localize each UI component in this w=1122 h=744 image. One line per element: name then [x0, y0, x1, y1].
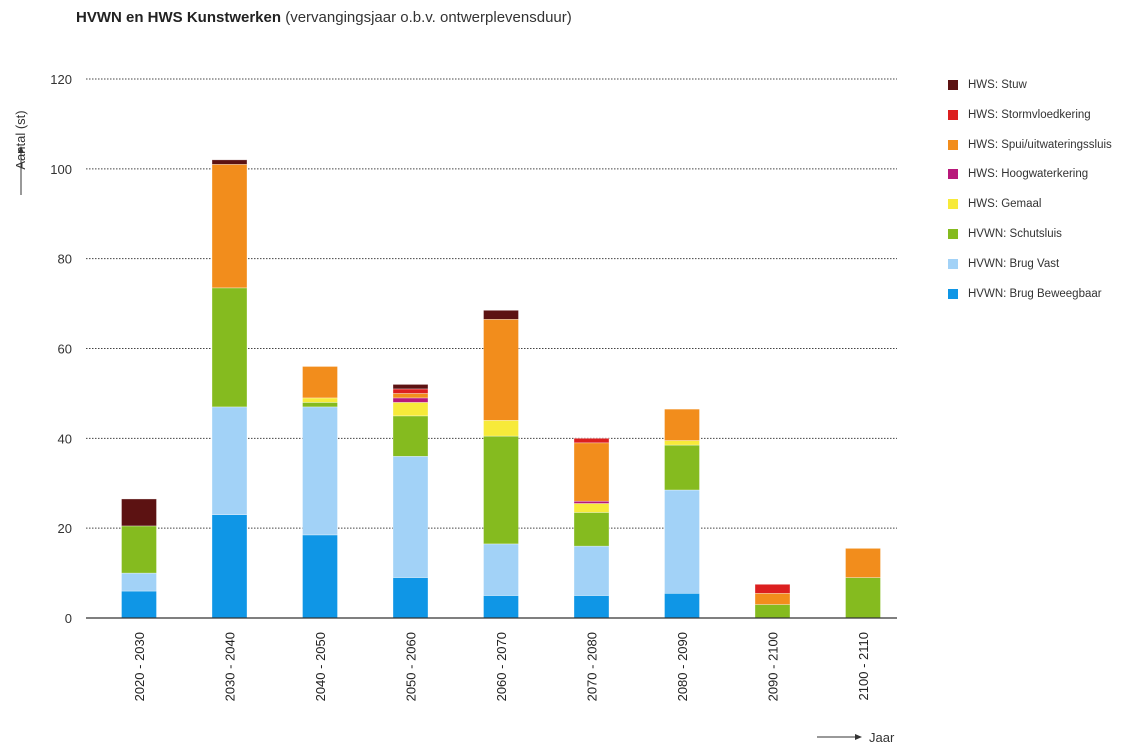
- bar-segment: [754, 584, 791, 594]
- bar-segment: [845, 548, 881, 578]
- bar-segment: [392, 402, 429, 417]
- bars: [121, 159, 881, 619]
- legend-swatch: [948, 109, 958, 120]
- x-tick-label: 2080 - 2090: [675, 632, 690, 701]
- y-axis-label: Aantal (st): [13, 110, 28, 169]
- y-tick-label: 0: [65, 611, 72, 626]
- x-tick-label: 2070 - 2080: [585, 632, 600, 701]
- bar-segment: [573, 442, 610, 502]
- chart-title: HVWN en HWS Kunstwerken: [76, 9, 282, 26]
- legend-swatch: [948, 169, 958, 180]
- y-tick-label: 20: [58, 521, 72, 536]
- legend-swatch: [948, 288, 958, 299]
- bar-segment: [302, 402, 338, 408]
- bar-segment: [754, 604, 791, 619]
- legend-label: HWS: Gemaal: [968, 198, 1042, 211]
- x-tick-label: 2060 - 2070: [494, 632, 509, 701]
- legend-label: HWS: Hoogwaterkering: [968, 168, 1089, 181]
- chart-title-line: HVWN en HWS Kunstwerken (vervangingsjaar…: [76, 9, 572, 26]
- bar-segment: [121, 590, 157, 619]
- bar-segment: [302, 406, 338, 536]
- bar-segment: [121, 498, 157, 527]
- y-tick-label: 40: [58, 431, 72, 446]
- legend-label: HVWN: Brug Vast: [968, 257, 1060, 270]
- bar-segment: [664, 440, 700, 446]
- bar-segment: [302, 534, 338, 619]
- x-tick-label: 2100 - 2110: [856, 632, 871, 700]
- bar-segment: [573, 545, 610, 596]
- x-tick-label: 2030 - 2040: [223, 632, 238, 701]
- bar-segment: [754, 592, 791, 605]
- x-tick-labels: 2020 - 2030 2030 - 2040 2040 - 2050 2050 - …: [132, 632, 871, 701]
- x-axis-title-group: Jaar: [817, 730, 895, 744]
- bar-segment: [573, 512, 610, 547]
- bar-segment: [211, 159, 248, 165]
- x-tick-label: 2050 - 2060: [404, 632, 419, 701]
- y-tick-labels: 0 20 40 60 80 100 120: [50, 72, 72, 626]
- x-tick-label: 2020 - 2030: [132, 632, 147, 701]
- bar-segment: [211, 287, 248, 408]
- x-tick-label: 2040 - 2050: [313, 632, 328, 701]
- x-axis-arrow-head-icon: [855, 734, 862, 740]
- legend-swatch: [948, 199, 958, 210]
- bar-segment: [392, 577, 429, 619]
- legend-label: HWS: Stuw: [968, 79, 1027, 91]
- legend-label: HWS: Stormvloedkering: [968, 108, 1091, 121]
- bar-segment: [121, 525, 157, 574]
- bar-segment: [392, 393, 429, 399]
- y-tick-label: 100: [50, 162, 72, 177]
- bar-segment: [211, 514, 248, 619]
- bar-segment: [392, 388, 429, 394]
- y-axis-title-group: Aantal (st): [13, 110, 28, 195]
- bar-segment: [664, 444, 700, 491]
- x-axis-label: Jaar: [869, 730, 895, 744]
- legend-swatch: [948, 229, 958, 239]
- bar-segment: [573, 438, 610, 444]
- chart-subtitle: (vervangingsjaar o.b.v. ontwerplevensduu…: [285, 9, 572, 26]
- bar-segment: [573, 595, 610, 619]
- bar-segment: [664, 592, 700, 619]
- y-tick-label: 60: [58, 342, 72, 357]
- bar-segment: [664, 408, 700, 441]
- bar-segment: [211, 406, 248, 515]
- legend-swatch: [948, 80, 958, 90]
- legend-label: HVWN: Brug Beweegbaar: [968, 287, 1102, 300]
- bar-segment: [392, 384, 429, 390]
- legend-label: HVWN: Schutsluis: [968, 228, 1062, 240]
- y-axis-arrow-head-icon: [18, 146, 24, 153]
- bar-segment: [483, 310, 519, 320]
- y-tick-label: 120: [50, 72, 72, 87]
- bar-segment: [483, 543, 519, 596]
- bar-segment: [664, 489, 700, 594]
- bar-segment: [302, 366, 338, 399]
- bar-segment: [483, 420, 519, 437]
- legend-label: HWS: Spui/uitwateringssluis: [968, 138, 1112, 151]
- y-tick-label: 80: [58, 252, 72, 267]
- legend-swatch: [948, 139, 958, 150]
- bar-segment: [483, 435, 519, 545]
- bar-segment: [483, 319, 519, 421]
- legend-swatch: [948, 258, 958, 269]
- bar-segment: [573, 500, 610, 504]
- bar-segment: [392, 397, 429, 403]
- bar-segment: [483, 595, 519, 619]
- bar-segment: [845, 577, 881, 619]
- x-tick-label: 2090 - 2100: [766, 632, 781, 701]
- bar-segment: [302, 397, 338, 403]
- legend: HWS: Stuw HWS: Stormvloedkering HWS: Spui/…: [948, 78, 1122, 316]
- bar-segment: [392, 455, 429, 578]
- bar-segment: [392, 415, 429, 457]
- bar-segment: [573, 503, 610, 513]
- bar-segment: [121, 572, 157, 592]
- bar-segment: [211, 164, 248, 289]
